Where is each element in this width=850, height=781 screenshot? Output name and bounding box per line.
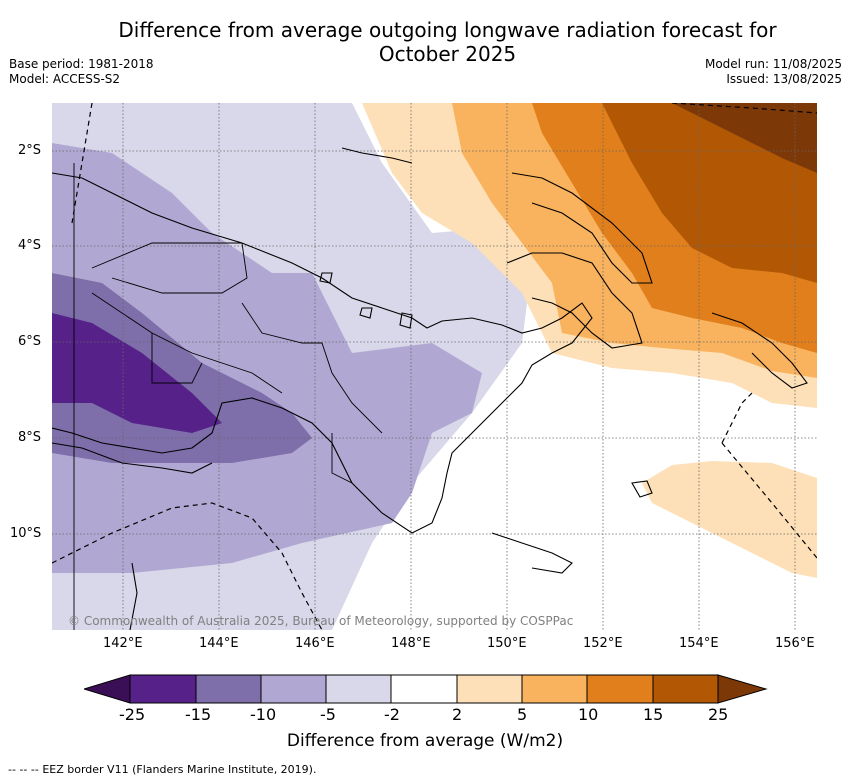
y-tick-8s: 8°S — [18, 430, 42, 445]
contour-gt-25 — [672, 103, 817, 173]
cb-label-minus10: -10 — [250, 705, 277, 724]
contour-minus25-minus15 — [52, 313, 222, 433]
eez-legend: -- -- -- EEZ border V11 (Flanders Marine… — [8, 763, 316, 776]
copyright-notice: © Commonwealth of Australia 2025, Bureau… — [68, 614, 573, 628]
meta-right: Model run: 11/08/2025 Issued: 13/08/2025 — [705, 57, 842, 87]
eez-borders — [52, 103, 817, 630]
colorbar-bin-4 — [325, 674, 392, 704]
cb-label-10: 10 — [578, 705, 599, 724]
cb-label-2: 2 — [452, 705, 463, 724]
meta-left: Base period: 1981-2018 Model: ACCESS-S2 — [9, 57, 154, 87]
graticule — [52, 103, 817, 630]
title-line-1: Difference from average outgoing longwav… — [118, 18, 777, 42]
x-tick-150: 150°E — [487, 636, 527, 651]
x-tick-154: 154°E — [679, 636, 719, 651]
colorbar-bin-3 — [260, 674, 327, 704]
cb-label-5: 5 — [517, 705, 528, 724]
colorbar-bin-1 — [129, 674, 197, 704]
colorbar-bin-7 — [521, 674, 588, 704]
colorbar-max-extend — [717, 674, 768, 704]
eez-legend-symbol: -- -- -- — [8, 763, 39, 776]
colorbar-bin-2 — [195, 674, 262, 704]
cb-label-minus25: -25 — [119, 705, 146, 724]
cb-label-25: 25 — [708, 705, 729, 724]
issued-date: Issued: 13/08/2025 — [726, 72, 842, 86]
coastlines — [52, 147, 808, 630]
colorbar — [84, 674, 768, 704]
model-run: Model run: 11/08/2025 — [704, 57, 842, 71]
x-tick-146: 146°E — [295, 636, 335, 651]
chart-title: Difference from average outgoing longwav… — [0, 18, 850, 66]
cb-label-minus2: -2 — [384, 705, 400, 724]
model-name: Model: ACCESS-S2 — [9, 72, 121, 86]
cb-label-minus15: -15 — [185, 705, 212, 724]
y-tick-10s: 10°S — [10, 526, 42, 541]
x-tick-156: 156°E — [775, 636, 815, 651]
contour-minus10-minus5 — [52, 143, 482, 573]
y-tick-2s: 2°S — [18, 143, 42, 158]
x-tick-152: 152°E — [583, 636, 623, 651]
province-borders — [73, 163, 383, 630]
x-tick-144: 144°E — [199, 636, 239, 651]
colorbar-bin-5 — [390, 674, 458, 704]
y-tick-4s: 4°S — [18, 238, 42, 253]
contour-2-5-southeast — [642, 461, 817, 578]
colorbar-bin-9 — [652, 674, 719, 704]
colorbar-bin-8 — [586, 674, 654, 704]
colorbar-min-extend — [84, 674, 131, 704]
x-tick-142: 142°E — [103, 636, 143, 651]
x-tick-148: 148°E — [391, 636, 431, 651]
cb-label-minus5: -5 — [320, 705, 336, 724]
base-period: Base period: 1981-2018 — [9, 57, 154, 71]
olr-anomaly-map: © Commonwealth of Australia 2025, Bureau… — [52, 103, 817, 630]
colorbar-title: Difference from average (W/m2) — [286, 731, 564, 751]
eez-legend-text: EEZ border V11 (Flanders Marine Institut… — [42, 763, 317, 776]
colorbar-bin-6 — [456, 674, 523, 704]
y-tick-6s: 6°S — [18, 334, 42, 349]
title-line-2: October 2025 — [378, 42, 517, 66]
cb-label-15: 15 — [643, 705, 664, 724]
